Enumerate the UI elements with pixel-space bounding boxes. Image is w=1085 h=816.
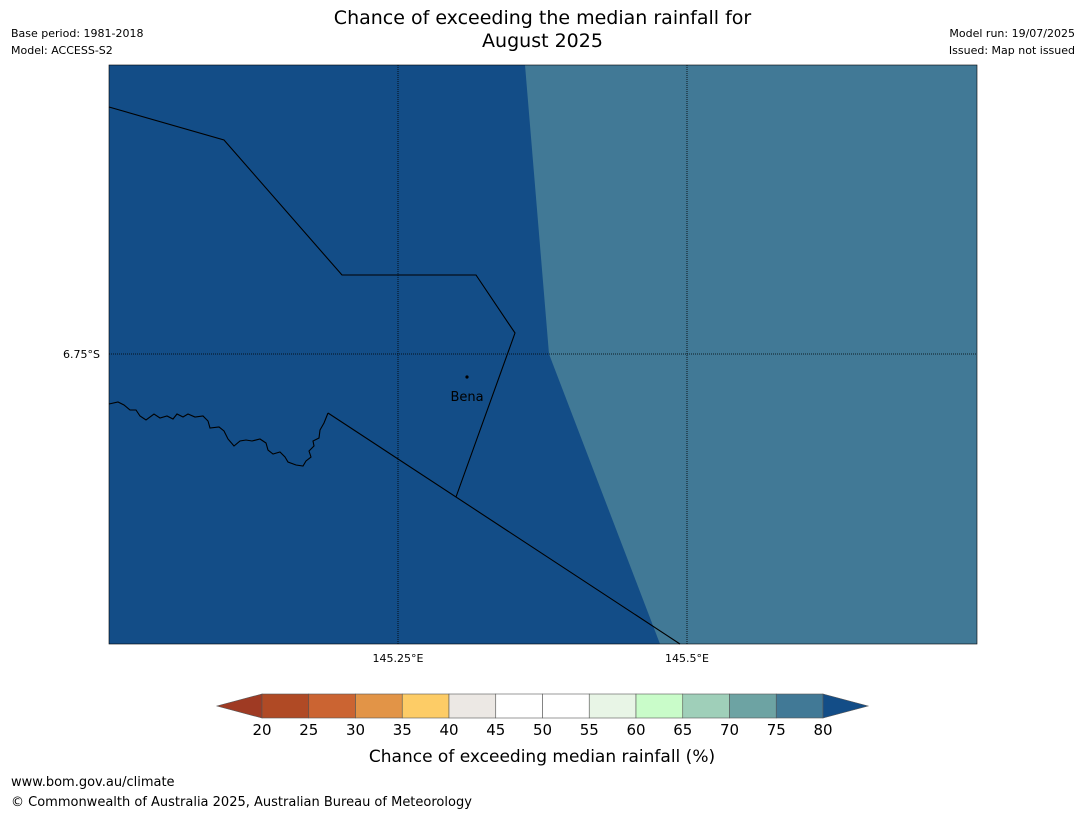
colorbar-segment: [542, 693, 590, 719]
colorbar-extend-low: [215, 693, 263, 719]
place-marker-bena: [465, 375, 469, 379]
colorbar-segment: [729, 693, 777, 719]
colorbar-segment: [775, 693, 824, 719]
province-boundary-south: [327, 412, 681, 645]
map-title: Chance of exceeding the median rainfall …: [0, 7, 1085, 53]
header-info-left: Base period: 1981-2018 Model: ACCESS-S2: [11, 25, 143, 59]
colorbar-segment: [261, 693, 310, 719]
colorbar-tick-label: 35: [393, 721, 412, 739]
place-label-bena: Bena: [450, 390, 483, 405]
footer-copyright: © Commonwealth of Australia 2025, Austra…: [11, 795, 472, 810]
map-title-line1: Chance of exceeding the median rainfall …: [333, 7, 752, 29]
colorbar-extend-high: [822, 693, 870, 719]
map-title-line2: August 2025: [482, 30, 603, 52]
header-info-right: Model run: 19/07/2025 Issued: Map not is…: [949, 25, 1075, 59]
model-run-text: Model run: 19/07/2025: [949, 27, 1075, 40]
colorbar-segment: [401, 693, 450, 719]
colorbar-segment: [682, 693, 730, 719]
lat-label-6-75: 6.75°S: [63, 348, 100, 361]
colorbar-tick-label: 70: [720, 721, 739, 739]
colorbar-tick-label: 30: [346, 721, 365, 739]
colorbar-tick-label: 55: [580, 721, 599, 739]
colorbar-tick-label: 40: [439, 721, 458, 739]
colorbar-tick-label: 45: [486, 721, 505, 739]
colorbar-tick-label: 60: [626, 721, 645, 739]
colorbar-tick-label: 25: [299, 721, 318, 739]
map-panel: Bena 6.75°S 145.25°E 145.5°E: [63, 64, 978, 665]
colorbar-title: Chance of exceeding median rainfall (%): [369, 747, 715, 767]
colorbar-segment: [588, 693, 637, 719]
colorbar-tick-label: 80: [813, 721, 832, 739]
colorbar-tick-label: 20: [252, 721, 271, 739]
probability-region-75-80: [525, 65, 977, 644]
colorbar-tick-label: 65: [673, 721, 692, 739]
lon-label-145-25: 145.25°E: [373, 652, 424, 665]
colorbar-segment: [635, 693, 684, 719]
colorbar-tick-label: 75: [767, 721, 786, 739]
colorbar-segment: [355, 693, 403, 719]
colorbar-legend: 20 25 30 35 40 45 50 55 60 65 70 75 80: [215, 693, 870, 739]
province-boundary-north: [108, 106, 516, 498]
colorbar-segment: [308, 693, 356, 719]
base-period-text: Base period: 1981-2018: [11, 27, 144, 40]
colorbar-segment: [448, 693, 497, 719]
colorbar-tick-label: 50: [533, 721, 552, 739]
river-line: [108, 401, 329, 467]
issued-text: Issued: Map not issued: [948, 44, 1075, 57]
model-text: Model: ACCESS-S2: [11, 44, 113, 57]
colorbar-segment: [495, 693, 543, 719]
map-frame: [108, 64, 978, 645]
lon-label-145-5: 145.5°E: [665, 652, 709, 665]
footer: www.bom.gov.au/climate © Commonwealth of…: [11, 773, 472, 813]
footer-url: www.bom.gov.au/climate: [11, 775, 175, 790]
